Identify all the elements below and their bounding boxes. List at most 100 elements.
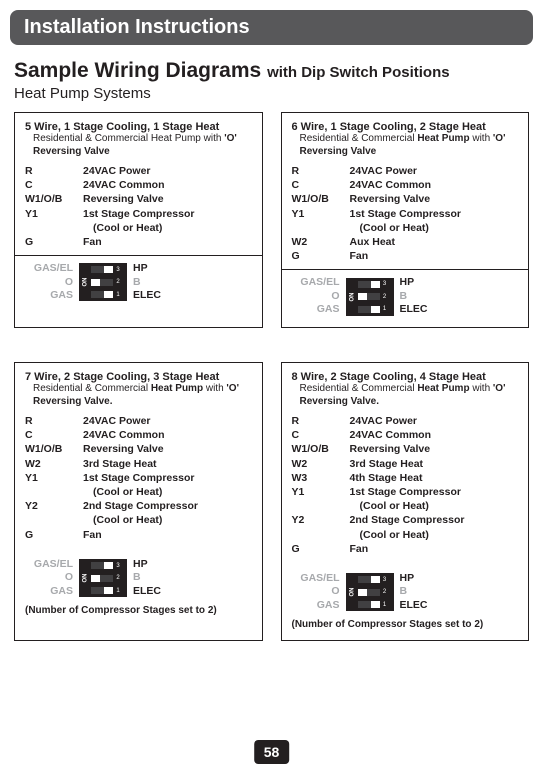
header-title: Installation Instructions [24,16,519,39]
box-desc: Residential & Commercial Heat Pump with … [300,383,519,408]
divider [15,255,262,256]
dip-slot: 3 [358,576,391,583]
dip-left-labels: GAS/ELOGAS [25,262,73,303]
dip-right-labels: HPBELEC [133,262,173,303]
dip-slot: 1 [358,306,391,313]
dip-number: 1 [382,602,388,608]
wire-row: Y1 1st Stage Compressor [292,207,519,221]
dip-right-labels: HPBELEC [400,276,440,317]
wire-row: R 24VAC Power [25,414,252,428]
dip-slot: 3 [91,266,124,273]
dip-left-labels: GAS/ELOGAS [25,558,73,599]
wire-desc: 24VAC Common [83,428,252,442]
wire-label: Y1 [25,471,83,485]
wire-label: W2 [292,457,350,471]
wire-row: Y1 1st Stage Compressor [25,471,252,485]
wire-row: G Fan [292,249,519,263]
wire-label: W2 [25,457,83,471]
wire-desc: (Cool or Heat) [83,485,252,499]
dip-number: 2 [382,294,388,300]
wire-row: R 24VAC Power [292,164,519,178]
wire-desc: Fan [83,235,252,249]
wire-row: W3 4th Stage Heat [292,471,519,485]
dip-number: 2 [115,575,121,581]
wire-label: W1/O/B [25,192,83,206]
dip-number: 3 [382,577,388,583]
dip-area: GAS/ELOGAS ON 3 2 1 HPBELEC [25,558,252,599]
wire-label: Y1 [292,485,350,499]
dip-area: GAS/ELOGAS ON 3 2 1 HPBELEC [292,276,519,317]
dip-on-label: ON [349,292,355,301]
dip-track [358,601,380,608]
dip-left-labels: GAS/ELOGAS [292,276,340,317]
dip-slot: 1 [91,587,124,594]
wire-label: W1/O/B [292,442,350,456]
wire-desc: Fan [350,542,519,556]
wiring-box: 8 Wire, 2 Stage Cooling, 4 Stage Heat Re… [281,362,530,641]
wire-row: G Fan [25,528,252,542]
wire-label: R [25,414,83,428]
box-title: 6 Wire, 1 Stage Cooling, 2 Stage Heat [292,121,519,133]
wire-row: R 24VAC Power [292,414,519,428]
wire-label: G [25,235,83,249]
dip-number: 1 [115,588,121,594]
dip-knob [91,575,100,582]
wire-label: W1/O/B [292,192,350,206]
subtitle: Heat Pump Systems [14,85,543,102]
wire-label: R [25,164,83,178]
dip-knob [371,306,380,313]
wire-desc: 2nd Stage Compressor [83,499,252,513]
dip-slots: 3 2 1 [358,281,391,313]
dip-knob [358,589,367,596]
compressor-note: (Number of Compressor Stages set to 2) [292,619,519,630]
wire-row: Y2 2nd Stage Compressor [292,513,519,527]
section-title-main: Sample Wiring Diagrams [14,59,261,82]
dip-track [91,562,113,569]
page-number: 58 [254,740,290,764]
dip-knob [358,293,367,300]
wire-label: C [25,178,83,192]
dip-on-label: ON [349,588,355,597]
wire-label: W3 [292,471,350,485]
dip-slot: 2 [358,589,391,596]
dip-right-labels: HPBELEC [400,572,440,613]
wire-label: C [25,428,83,442]
wire-table: R 24VAC Power C 24VAC Common W1/O/B Reve… [292,164,519,263]
box-title: 7 Wire, 2 Stage Cooling, 3 Stage Heat [25,371,252,383]
box-title: 5 Wire, 1 Stage Cooling, 1 Stage Heat [25,121,252,133]
dip-track [91,587,113,594]
wire-desc: 24VAC Power [83,414,252,428]
header-bar: Installation Instructions [10,10,533,45]
wire-label: Y2 [292,513,350,527]
section-title: Sample Wiring Diagrams with Dip Switch P… [14,59,543,83]
wire-row: W1/O/B Reversing Valve [25,442,252,456]
dip-track [91,291,113,298]
dip-track [91,266,113,273]
dip-number: 2 [115,279,121,285]
diagrams-grid: 5 Wire, 1 Stage Cooling, 1 Stage Heat Re… [0,112,543,641]
wire-desc: 3rd Stage Heat [350,457,519,471]
wire-label [25,513,83,527]
wire-desc: Reversing Valve [350,192,519,206]
wire-desc: Reversing Valve [83,442,252,456]
dip-slot: 2 [91,575,124,582]
wire-desc: Aux Heat [350,235,519,249]
compressor-note: (Number of Compressor Stages set to 2) [25,605,252,616]
dip-number: 1 [115,292,121,298]
dip-slot: 3 [358,281,391,288]
section-title-sub: with Dip Switch Positions [267,64,450,81]
dip-switch: ON 3 2 1 [79,559,127,597]
wire-label [25,221,83,235]
wire-desc: 3rd Stage Heat [83,457,252,471]
dip-switch: ON 3 2 1 [346,573,394,611]
wire-row: (Cool or Heat) [292,499,519,513]
dip-on-label: ON [83,278,89,287]
wire-label: C [292,178,350,192]
dip-knob [104,291,113,298]
wiring-box: 6 Wire, 1 Stage Cooling, 2 Stage Heat Re… [281,112,530,328]
wire-desc: (Cool or Heat) [350,528,519,542]
wiring-box: 5 Wire, 1 Stage Cooling, 1 Stage Heat Re… [14,112,263,328]
wire-label: Y2 [25,499,83,513]
wire-desc: 24VAC Common [83,178,252,192]
dip-slot: 2 [358,293,391,300]
